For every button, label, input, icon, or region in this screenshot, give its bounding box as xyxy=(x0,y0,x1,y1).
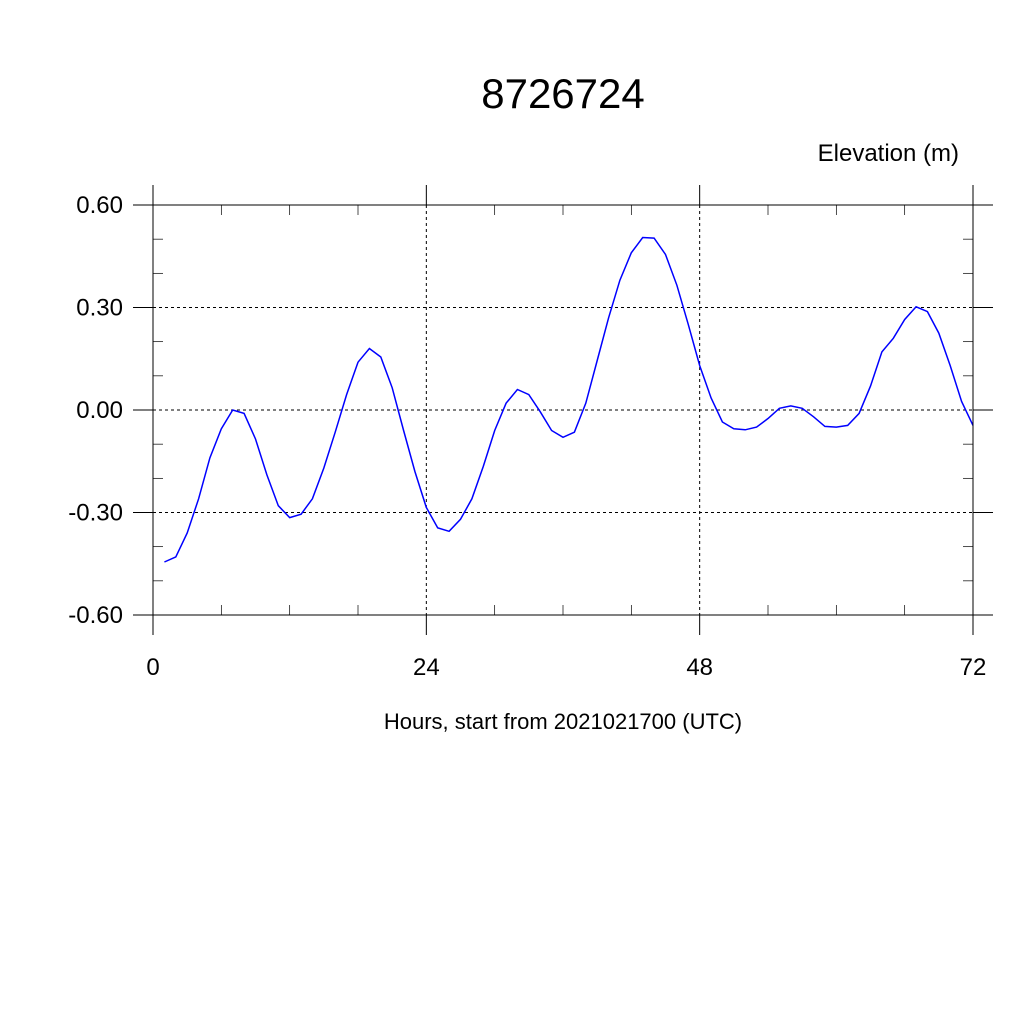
x-axis-label: Hours, start from 2021021700 (UTC) xyxy=(384,709,742,734)
plot-frame xyxy=(152,204,974,616)
axis-ticks xyxy=(133,185,993,635)
y-axis-label: Elevation (m) xyxy=(818,140,959,167)
series-lines xyxy=(164,236,974,563)
x-tick-label: 72 xyxy=(960,654,987,681)
x-tick-label: 24 xyxy=(413,654,440,681)
y-tick-label: -0.30 xyxy=(68,500,123,527)
chart-title: 8726724 xyxy=(481,70,645,117)
grid-lines xyxy=(152,204,974,616)
x-tick-label: 0 xyxy=(146,654,159,681)
x-tick-label: 48 xyxy=(686,654,713,681)
tick-labels: -0.60 -0.30 0.00 0.30 0.60 0 24 48 72 xyxy=(68,192,986,681)
elevation-series-line xyxy=(164,236,974,563)
y-tick-label: -0.60 xyxy=(68,602,123,629)
y-tick-label: 0.30 xyxy=(76,295,123,322)
y-tick-label: 0.00 xyxy=(76,397,123,424)
y-tick-label: 0.60 xyxy=(76,192,123,219)
